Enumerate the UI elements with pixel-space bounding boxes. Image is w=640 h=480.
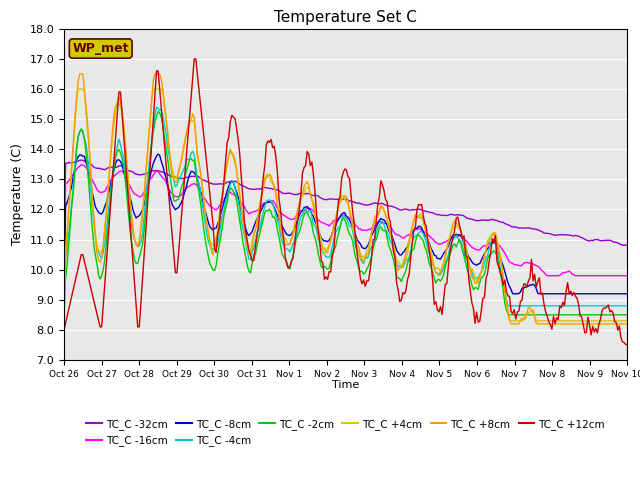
TC_C +8cm [623, 321, 631, 327]
TC_C -4cm [230, 179, 237, 185]
Text: WP_met: WP_met [72, 42, 129, 55]
TC_C -2cm [248, 260, 256, 265]
TC_C +4cm [131, 237, 138, 243]
Line: TC_C -2cm: TC_C -2cm [64, 111, 627, 315]
TC_C -2cm [129, 248, 137, 253]
TC_C -32cm [593, 237, 601, 242]
Legend: TC_C -32cm, TC_C -16cm, TC_C -8cm, TC_C -4cm, TC_C -2cm, TC_C +4cm, TC_C +8cm, T: TC_C -32cm, TC_C -16cm, TC_C -8cm, TC_C … [82, 415, 609, 450]
TC_C +8cm [60, 321, 68, 327]
TC_C +8cm [76, 71, 84, 77]
TC_C -8cm [129, 207, 137, 213]
TC_C +8cm [131, 236, 138, 242]
TC_C -4cm [153, 105, 161, 110]
TC_C -32cm [623, 243, 631, 249]
TC_C -8cm [258, 206, 266, 212]
TC_C -4cm [60, 303, 68, 309]
TC_C +12cm [623, 342, 631, 348]
TC_C -8cm [60, 291, 68, 297]
TC_C -16cm [623, 273, 631, 278]
TC_C -4cm [258, 216, 266, 221]
Title: Temperature Set C: Temperature Set C [274, 10, 417, 25]
TC_C +4cm [60, 318, 68, 324]
Line: TC_C +12cm: TC_C +12cm [64, 59, 627, 345]
TC_C +4cm [74, 86, 82, 92]
TC_C -32cm [60, 243, 68, 249]
TC_C -32cm [230, 179, 237, 184]
TC_C -16cm [308, 206, 316, 212]
TC_C +4cm [623, 318, 631, 324]
TC_C -2cm [308, 222, 316, 228]
TC_C +4cm [308, 197, 316, 203]
TC_C +8cm [248, 245, 256, 251]
TC_C -4cm [308, 214, 316, 220]
TC_C -8cm [248, 228, 256, 234]
X-axis label: Time: Time [332, 380, 359, 390]
TC_C -16cm [230, 191, 237, 197]
TC_C -2cm [258, 223, 266, 228]
TC_C -2cm [593, 312, 601, 318]
TC_C +12cm [593, 330, 601, 336]
TC_C -32cm [308, 192, 316, 198]
TC_C -16cm [60, 273, 68, 278]
Line: TC_C -32cm: TC_C -32cm [64, 160, 627, 246]
TC_C +4cm [230, 155, 237, 160]
TC_C -32cm [258, 185, 266, 191]
TC_C -8cm [593, 291, 601, 297]
TC_C -8cm [230, 180, 237, 186]
TC_C +12cm [258, 192, 266, 198]
TC_C -4cm [623, 303, 631, 309]
TC_C -8cm [623, 291, 631, 297]
TC_C -16cm [258, 203, 266, 209]
Y-axis label: Temperature (C): Temperature (C) [11, 144, 24, 245]
Line: TC_C +4cm: TC_C +4cm [64, 89, 627, 321]
TC_C -32cm [77, 157, 85, 163]
TC_C +8cm [593, 321, 601, 327]
TC_C -2cm [154, 108, 162, 114]
TC_C -16cm [593, 273, 601, 278]
TC_C -2cm [60, 312, 68, 318]
TC_C -8cm [154, 151, 162, 157]
TC_C -4cm [129, 231, 137, 237]
TC_C -32cm [248, 186, 256, 192]
TC_C -32cm [131, 171, 138, 177]
TC_C +12cm [129, 260, 137, 266]
Line: TC_C -4cm: TC_C -4cm [64, 108, 627, 306]
TC_C -16cm [248, 209, 256, 215]
TC_C -16cm [131, 191, 138, 197]
TC_C -8cm [308, 212, 316, 217]
TC_C +4cm [593, 318, 601, 324]
TC_C -2cm [623, 312, 631, 318]
TC_C -4cm [593, 303, 601, 309]
TC_C -16cm [77, 162, 85, 168]
TC_C +12cm [248, 258, 256, 264]
TC_C +8cm [258, 194, 266, 200]
TC_C +8cm [308, 196, 316, 202]
TC_C +12cm [308, 159, 316, 165]
TC_C +12cm [230, 114, 237, 120]
TC_C +4cm [248, 238, 256, 243]
TC_C +4cm [258, 192, 266, 197]
TC_C +12cm [60, 327, 68, 333]
TC_C +12cm [190, 56, 198, 62]
TC_C -2cm [230, 189, 237, 194]
Line: TC_C +8cm: TC_C +8cm [64, 74, 627, 324]
TC_C +8cm [230, 153, 237, 158]
Line: TC_C -8cm: TC_C -8cm [64, 154, 627, 294]
TC_C -4cm [248, 249, 256, 254]
Line: TC_C -16cm: TC_C -16cm [64, 165, 627, 276]
